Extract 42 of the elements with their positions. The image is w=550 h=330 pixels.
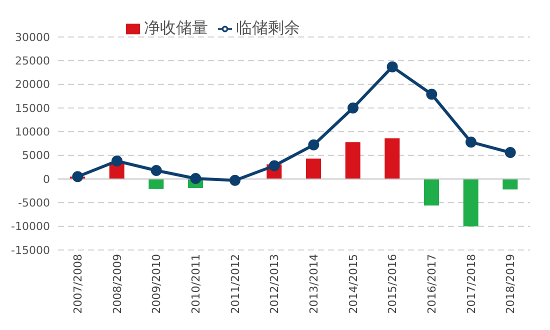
- point: [190, 173, 202, 184]
- y-tick-label: 5000: [22, 149, 50, 162]
- bar: [345, 142, 360, 179]
- point: [150, 164, 162, 176]
- x-tick-label: 2009/2010: [150, 254, 164, 314]
- y-tick-label: -15000: [11, 244, 50, 257]
- x-tick-label: 2013/2014: [307, 254, 320, 314]
- bar: [306, 158, 321, 179]
- x-tick-label: 2017/2018: [464, 254, 478, 314]
- x-tick-label: 2010/2011: [189, 254, 202, 314]
- point: [386, 61, 398, 72]
- point: [112, 156, 122, 167]
- y-tick-label: -5000: [18, 196, 50, 210]
- x-tick-label: 2008/2009: [110, 254, 124, 314]
- point: [466, 136, 476, 148]
- bar: [502, 179, 518, 190]
- x-tick-label: 2018/2019: [504, 254, 518, 314]
- legend-label: 临储剩余: [236, 18, 300, 37]
- point: [230, 174, 240, 186]
- x-tick-label: 2011/2012: [228, 254, 242, 314]
- bar: [384, 138, 400, 179]
- y-tick-label: 10000: [15, 126, 50, 139]
- point: [348, 102, 358, 114]
- x-tick-label: 2016/2017: [425, 254, 438, 314]
- legend-label: 净收储量: [144, 18, 208, 37]
- y-tick-label: 20000: [15, 78, 50, 92]
- point: [426, 88, 438, 100]
- x-tick-label: 2012/2013: [268, 254, 282, 314]
- y-tick-label: 30000: [15, 30, 50, 44]
- point: [308, 139, 320, 150]
- y-tick-label: -10000: [11, 220, 50, 234]
- x-tick-label: 2007/2008: [71, 254, 84, 314]
- x-tick-label: 2015/2016: [386, 254, 400, 314]
- y-tick-label: 25000: [15, 54, 50, 68]
- y-tick-label: 15000: [15, 102, 50, 115]
- x-tick-label: 2014/2015: [346, 254, 360, 314]
- point: [504, 146, 516, 158]
- y-tick-label: 0: [43, 172, 50, 186]
- point: [72, 171, 84, 182]
- bar: [463, 179, 478, 226]
- bar: [148, 179, 164, 189]
- bar: [424, 179, 439, 206]
